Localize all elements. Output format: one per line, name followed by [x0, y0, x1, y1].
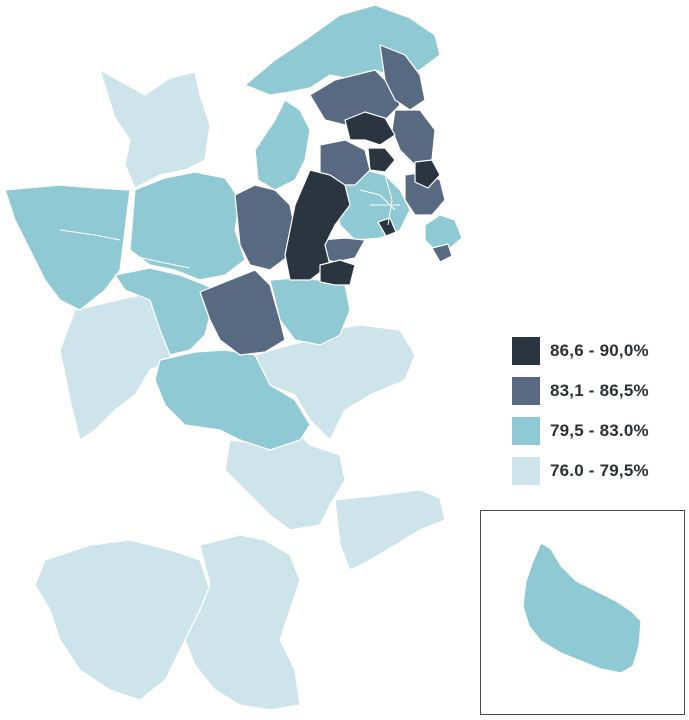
capital-borders [59, 174, 400, 269]
legend-label-tier2: 83,1 - 86,5% [550, 381, 649, 400]
inset-map-frame [480, 510, 685, 715]
region-lolland [34, 539, 211, 701]
legend-item-tier2: 83,1 - 86,5% [512, 372, 649, 410]
legend-item-tier3: 79,5 - 83.0% [512, 412, 649, 450]
region-mon [334, 489, 446, 571]
region-gladsaxe [414, 159, 441, 189]
region-holbaek [129, 171, 246, 281]
region-dragor [431, 243, 453, 263]
legend-label-tier3: 79,5 - 83.0% [550, 421, 649, 440]
region-odsherred [99, 69, 211, 189]
region-rudersdal [344, 111, 396, 146]
tier2-regions [199, 44, 453, 356]
legend-item-tier1: 86,6 - 90,0% [512, 332, 649, 370]
region-gentofte [391, 109, 436, 166]
legend-swatch-tier4 [512, 457, 540, 485]
region-horsholm [379, 44, 426, 111]
tier4-regions [34, 69, 446, 711]
region-frederikssund [254, 99, 311, 191]
region-hillerod [309, 69, 401, 126]
tier1-regions [284, 111, 441, 286]
legend-label-tier4: 76.0 - 79,5% [550, 461, 649, 480]
region-ringsted [199, 269, 286, 356]
region-solrod [319, 259, 356, 286]
region-kalundborg [4, 184, 131, 311]
legend-label-tier1: 86,6 - 90,0% [550, 341, 649, 360]
region-hvidovre [377, 217, 397, 237]
inset-map [522, 542, 642, 674]
region-bornholm [522, 542, 642, 674]
legend-item-tier4: 76.0 - 79,5% [512, 452, 649, 490]
legend: 86,6 - 90,0% 83,1 - 86,5% 79,5 - 83.0% 7… [512, 332, 649, 492]
region-allerod [367, 147, 396, 173]
region-soroe [114, 267, 226, 356]
region-amager [424, 214, 463, 251]
legend-swatch-tier3 [512, 417, 540, 445]
region-guldborgsund [184, 534, 301, 711]
legend-swatch-tier1 [512, 337, 540, 365]
legend-swatch-tier2 [512, 377, 540, 405]
